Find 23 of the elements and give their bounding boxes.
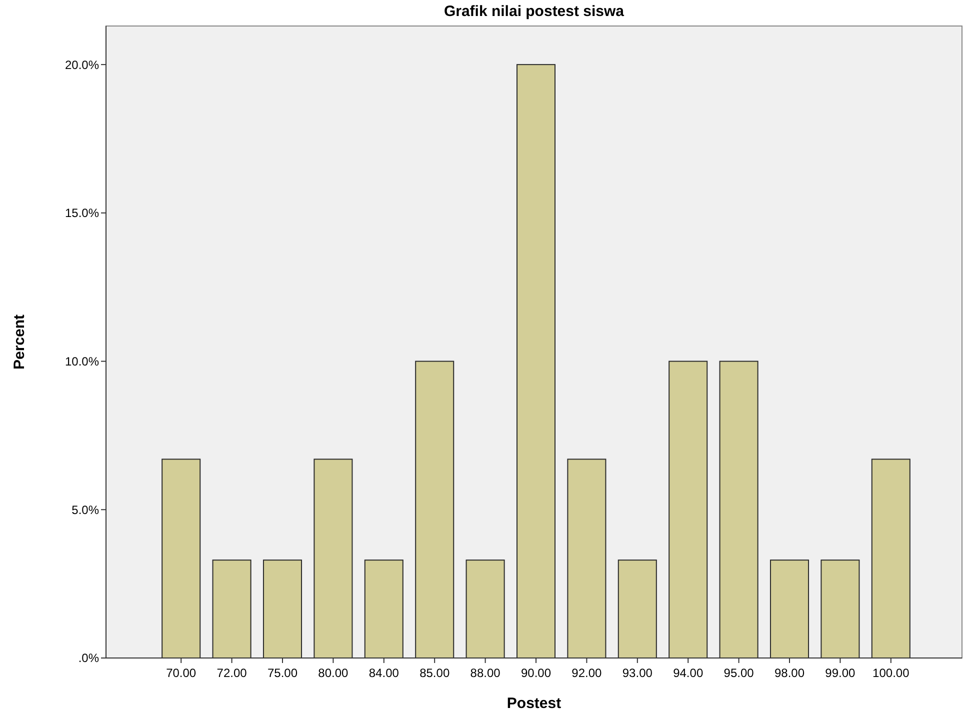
x-tick-label: 93.00	[622, 666, 653, 680]
y-tick-label: 10.0%	[64, 354, 100, 368]
x-tick-label: 70.00	[166, 666, 196, 680]
x-tick-label: 84.00	[368, 666, 400, 680]
x-tick-label: 88.00	[470, 666, 501, 680]
x-tick-label: 72.00	[216, 666, 248, 680]
x-tick-label: 85.00	[420, 666, 450, 680]
y-axis-title: Percent	[11, 314, 28, 370]
x-tick-label: 98.00	[774, 666, 805, 680]
x-tick-label: 80.00	[318, 666, 349, 680]
x-tick-label: 90.00	[520, 666, 552, 680]
x-tick-label: 75.00	[267, 666, 298, 680]
chart-title: Grafik nilai postest siswa	[444, 3, 625, 20]
x-tick-label: 99.00	[825, 666, 856, 680]
y-tick-label: 15.0%	[64, 206, 100, 220]
x-axis-title: Postest	[506, 695, 562, 712]
x-tick-label: 95.00	[724, 666, 754, 680]
x-tick-label: 92.00	[572, 666, 602, 680]
y-tick-label: 5.0%	[72, 502, 100, 517]
y-tick-label: 20.0%	[64, 58, 100, 72]
y-tick-label: .0%	[78, 651, 100, 666]
x-tick-label: 100.00	[872, 666, 910, 680]
x-tick-label: 94.00	[673, 666, 704, 680]
